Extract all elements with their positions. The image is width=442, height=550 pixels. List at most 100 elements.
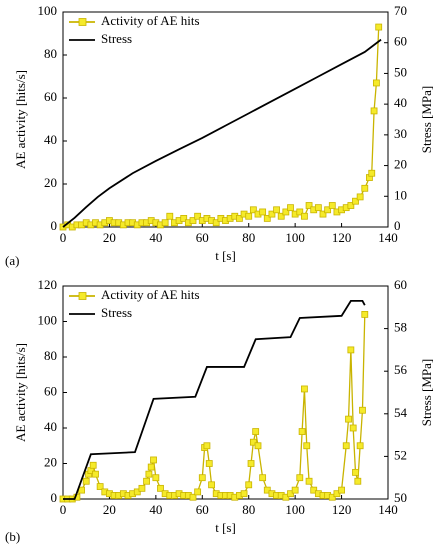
data-marker (157, 484, 164, 492)
x-tick-label: 0 (60, 230, 67, 245)
y-tick-label: 120 (38, 277, 58, 292)
data-marker (287, 490, 294, 498)
x-tick-label: 60 (196, 230, 209, 245)
data-marker (305, 202, 313, 209)
data-marker (263, 214, 271, 222)
data-marker (254, 442, 262, 450)
x-tick-label: 80 (242, 230, 255, 245)
data-marker (150, 456, 157, 464)
legend-label: Stress (101, 31, 132, 46)
data-marker (328, 493, 336, 501)
data-marker (203, 442, 211, 450)
data-marker (236, 214, 243, 222)
y-tick-label: 100 (38, 312, 58, 327)
plot-frame (62, 11, 389, 228)
data-marker (259, 208, 267, 216)
y-tick-label: 0 (51, 218, 58, 233)
data-marker (263, 486, 271, 494)
y2-axis-label: Stress [MPa] (419, 359, 434, 427)
data-marker (138, 484, 146, 492)
data-marker (161, 219, 169, 227)
data-marker (194, 212, 202, 220)
y-tick-label: 80 (44, 46, 57, 61)
data-marker (82, 477, 90, 485)
x-tick-label: 100 (285, 230, 305, 245)
y2-tick-label: 10 (394, 187, 407, 202)
legend-marker (78, 18, 87, 26)
data-marker (347, 346, 355, 354)
y2-tick-label: 56 (394, 362, 408, 377)
data-marker (338, 486, 345, 494)
x-tick-label: 120 (332, 502, 352, 517)
data-marker (298, 428, 306, 435)
data-marker (205, 460, 213, 467)
data-marker (133, 488, 141, 496)
data-marker (370, 107, 378, 115)
data-marker (189, 217, 197, 224)
y2-tick-label: 58 (394, 320, 407, 335)
y-tick-label: 0 (51, 490, 58, 505)
y2-tick-label: 30 (394, 126, 407, 141)
data-marker (208, 481, 215, 489)
data-marker (310, 486, 318, 494)
data-marker (277, 212, 285, 220)
data-marker (245, 481, 253, 489)
data-marker (152, 474, 160, 482)
y2-tick-label: 50 (394, 490, 407, 505)
data-marker (143, 477, 150, 485)
x-tick-label: 140 (378, 230, 398, 245)
data-marker (166, 212, 174, 220)
y2-tick-label: 60 (394, 34, 407, 49)
x-tick-label: 100 (285, 502, 305, 517)
data-marker (359, 406, 366, 414)
data-marker (372, 79, 380, 87)
data-marker (347, 202, 355, 209)
x-tick-label: 0 (60, 502, 67, 517)
data-marker (282, 208, 290, 216)
series-line (63, 300, 366, 500)
data-marker (305, 477, 313, 485)
data-marker (349, 424, 357, 432)
data-marker (354, 477, 362, 485)
x-axis-label: t [s] (215, 520, 236, 535)
panel-label: (a) (5, 253, 19, 268)
data-marker (361, 310, 369, 318)
data-marker (89, 461, 97, 469)
y2-tick-label: 40 (394, 95, 407, 110)
y-tick-label: 20 (44, 454, 57, 469)
data-marker (345, 415, 352, 423)
y-tick-label: 100 (38, 3, 58, 18)
legend-marker (78, 292, 87, 300)
data-marker (245, 212, 253, 220)
x-axis-label: t [s] (215, 248, 236, 263)
legend-label: Activity of AE hits (101, 13, 200, 28)
data-marker (247, 460, 255, 467)
data-marker (296, 208, 304, 216)
x-tick-label: 40 (149, 502, 162, 517)
y-tick-label: 40 (44, 132, 57, 147)
data-marker (352, 468, 359, 476)
data-marker (296, 474, 304, 482)
y-tick-label: 60 (44, 383, 57, 398)
x-tick-label: 20 (103, 230, 116, 245)
data-marker (328, 202, 336, 209)
data-marker (273, 206, 280, 214)
x-tick-label: 20 (103, 502, 116, 517)
y2-tick-label: 70 (394, 3, 407, 18)
data-marker (324, 206, 332, 214)
y2-tick-label: 50 (394, 64, 407, 79)
y-tick-label: 60 (44, 89, 57, 104)
panel-label: (b) (5, 529, 20, 544)
data-marker (291, 486, 299, 494)
data-marker (249, 206, 257, 214)
data-marker (96, 483, 104, 490)
y2-tick-label: 60 (394, 277, 407, 292)
x-tick-label: 60 (196, 502, 209, 517)
data-marker (240, 490, 248, 498)
x-tick-label: 140 (378, 502, 398, 517)
data-marker (333, 490, 341, 498)
data-marker (352, 197, 359, 205)
data-marker (252, 428, 260, 435)
data-marker (301, 212, 308, 220)
data-marker (301, 385, 308, 393)
